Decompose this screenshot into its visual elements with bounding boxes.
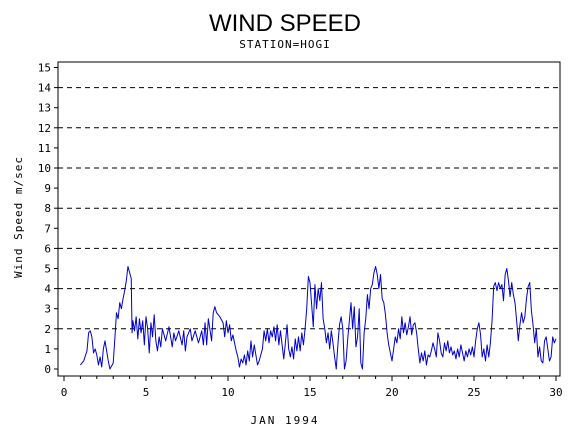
y-tick-label: 9: [44, 182, 51, 195]
y-tick-label: 11: [38, 142, 51, 155]
x-tick-label: 10: [221, 386, 234, 399]
x-tick-label: 20: [385, 386, 398, 399]
x-tick-label: 30: [549, 386, 562, 399]
y-tick-label: 10: [38, 162, 51, 175]
x-tick-label: 25: [467, 386, 480, 399]
reference-lines: [58, 87, 560, 330]
x-tick-label: 0: [61, 386, 68, 399]
y-tick-label: 13: [38, 102, 51, 115]
y-tick-label: 6: [44, 242, 51, 255]
y-tick-label: 7: [44, 222, 51, 235]
x-tick-label: 15: [303, 386, 316, 399]
chart-subtitle: STATION=HOGI: [239, 38, 330, 51]
x-tick-label: 5: [143, 386, 150, 399]
series-group: [80, 265, 557, 370]
y-tick-label: 2: [44, 323, 51, 336]
x-axis-ticks: 0 5 10 15 20 25 30: [61, 376, 563, 399]
plot-frame: [57, 61, 561, 377]
y-tick-label: 8: [44, 202, 51, 215]
wind-speed-line: [80, 265, 557, 370]
y-tick-label: 14: [38, 82, 52, 95]
y-tick-label: 0: [44, 363, 51, 376]
y-tick-label: 12: [38, 122, 51, 135]
y-tick-label: 3: [44, 303, 51, 316]
x-axis-label: JAN 1994: [251, 414, 320, 427]
y-tick-label: 5: [44, 263, 51, 276]
chart-title: WIND SPEED: [209, 10, 361, 37]
y-tick-label: 15: [38, 62, 51, 75]
y-tick-label: 4: [44, 283, 51, 296]
y-axis-label: Wind Speed m/sec: [12, 156, 25, 278]
y-tick-label: 1: [44, 343, 51, 356]
